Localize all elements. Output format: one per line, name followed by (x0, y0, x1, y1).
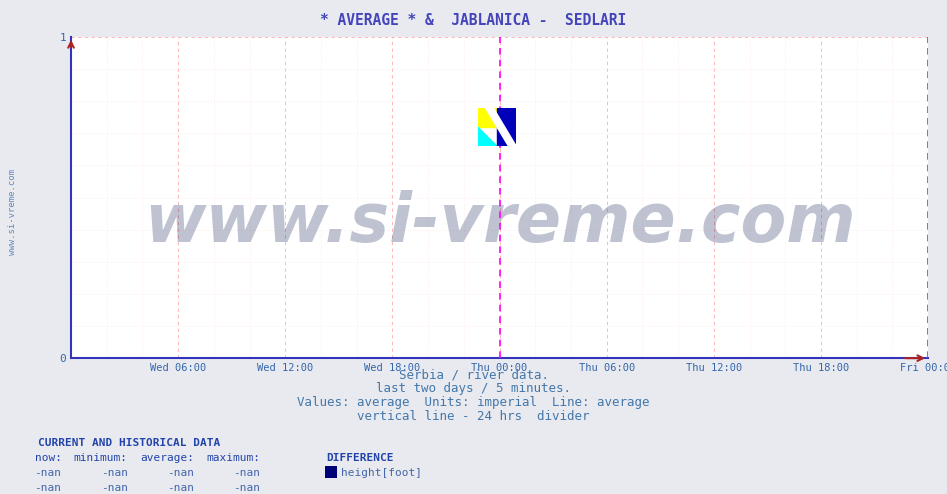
Text: Values: average  Units: imperial  Line: average: Values: average Units: imperial Line: av… (297, 396, 650, 409)
Text: -nan: -nan (233, 483, 260, 493)
Text: -nan: -nan (167, 468, 194, 478)
Text: last two days / 5 minutes.: last two days / 5 minutes. (376, 382, 571, 395)
Text: DIFFERENCE: DIFFERENCE (327, 453, 394, 463)
Text: * AVERAGE * &  JABLANICA -  SEDLARI: * AVERAGE * & JABLANICA - SEDLARI (320, 13, 627, 28)
Text: vertical line - 24 hrs  divider: vertical line - 24 hrs divider (357, 410, 590, 422)
Text: CURRENT AND HISTORICAL DATA: CURRENT AND HISTORICAL DATA (38, 438, 220, 448)
Text: minimum:: minimum: (74, 453, 128, 463)
Text: average:: average: (140, 453, 194, 463)
Text: www.si-vreme.com: www.si-vreme.com (8, 169, 17, 255)
Text: Serbia / river data.: Serbia / river data. (399, 368, 548, 381)
Text: -nan: -nan (100, 468, 128, 478)
Text: maximum:: maximum: (206, 453, 260, 463)
Text: -nan: -nan (34, 468, 62, 478)
Text: -nan: -nan (233, 468, 260, 478)
Text: height[foot]: height[foot] (341, 468, 422, 478)
Text: now:: now: (34, 453, 62, 463)
Text: -nan: -nan (34, 483, 62, 493)
Text: -nan: -nan (100, 483, 128, 493)
Text: -nan: -nan (167, 483, 194, 493)
Text: www.si-vreme.com: www.si-vreme.com (144, 190, 855, 256)
